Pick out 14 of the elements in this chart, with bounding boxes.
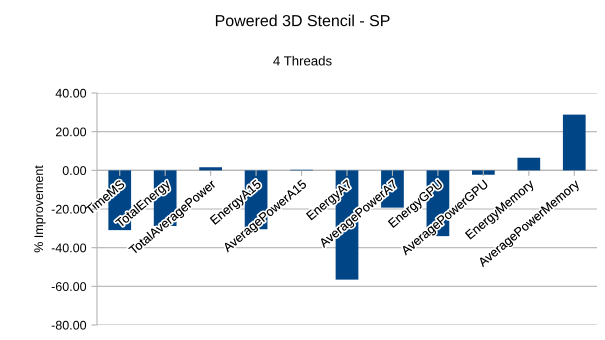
y-tick-label: -40.00 xyxy=(52,243,86,252)
bar xyxy=(199,167,222,170)
y-axis-title: % Improvement xyxy=(34,165,46,252)
y-tick-label: 20.00 xyxy=(56,127,86,136)
y-tick-label: 40.00 xyxy=(56,88,86,98)
y-tick-label: -60.00 xyxy=(52,282,86,291)
bar xyxy=(562,114,586,170)
y-tick-label: -20.00 xyxy=(52,204,86,214)
bar xyxy=(517,158,540,170)
y-tick-label: -80.00 xyxy=(52,320,86,330)
chart-subtitle: 4 Threads xyxy=(273,56,332,66)
bar xyxy=(472,170,495,175)
chart-title: Powered 3D Stencil - SP xyxy=(216,14,390,26)
y-tick-label: 0.00 xyxy=(62,166,86,175)
